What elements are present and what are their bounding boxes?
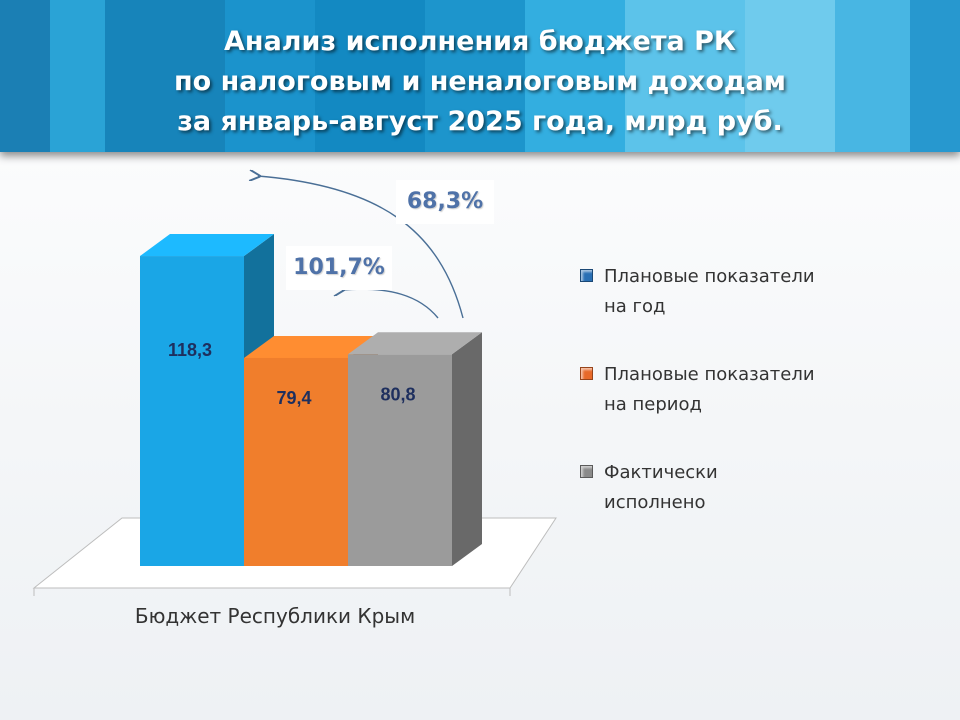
bar-top-actual: [348, 332, 482, 355]
bar-actual: 80,8: [348, 332, 482, 566]
data-label-period: 79,4: [276, 388, 311, 408]
legend-item-actual: Фактически исполнено: [580, 458, 880, 556]
bar-front-period: [244, 357, 348, 566]
page-title: Анализ исполнения бюджета РК по налоговы…: [0, 22, 960, 142]
data-label-year: 118,3: [168, 340, 212, 360]
data-label-actual: 80,8: [380, 384, 415, 404]
title-line-3: за январь-август 2025 года, млрд руб.: [177, 106, 783, 137]
bar-top-period: [244, 335, 378, 358]
legend-marker-icon: [580, 367, 593, 380]
legend-label-year-line2: на год: [604, 296, 666, 317]
percent-annotation-year: 68,3%: [396, 180, 494, 224]
title-line-1: Анализ исполнения бюджета РК: [224, 26, 736, 57]
legend-item-year: Плановые показатели на год: [580, 262, 880, 360]
title-line-2: по налоговым и неналоговым доходам: [174, 66, 786, 97]
legend-item-period: Плановые показатели на период: [580, 360, 880, 458]
bar-side-actual: [452, 332, 482, 566]
category-label: Бюджет Республики Крым: [134, 604, 416, 628]
bar-front-actual: [348, 354, 452, 566]
legend-label-actual-line1: Фактически: [604, 462, 718, 483]
legend-label-actual-line2: исполнено: [604, 492, 706, 513]
legend-label-period-line2: на период: [604, 394, 702, 415]
legend-label-year-line1: Плановые показатели: [604, 266, 815, 287]
chart-legend: Плановые показатели на год Плановые пока…: [580, 262, 880, 556]
bar-top-year: [140, 234, 274, 257]
title-banner: Анализ исполнения бюджета РК по налоговы…: [0, 0, 960, 152]
percent-annotation-period: 101,7%: [286, 246, 392, 290]
legend-marker-icon: [580, 269, 593, 282]
arrow-actual-to-period: [342, 289, 439, 319]
bar-front-year: [140, 256, 244, 566]
legend-label-period-line1: Плановые показатели: [604, 364, 815, 385]
legend-marker-icon: [580, 465, 593, 478]
